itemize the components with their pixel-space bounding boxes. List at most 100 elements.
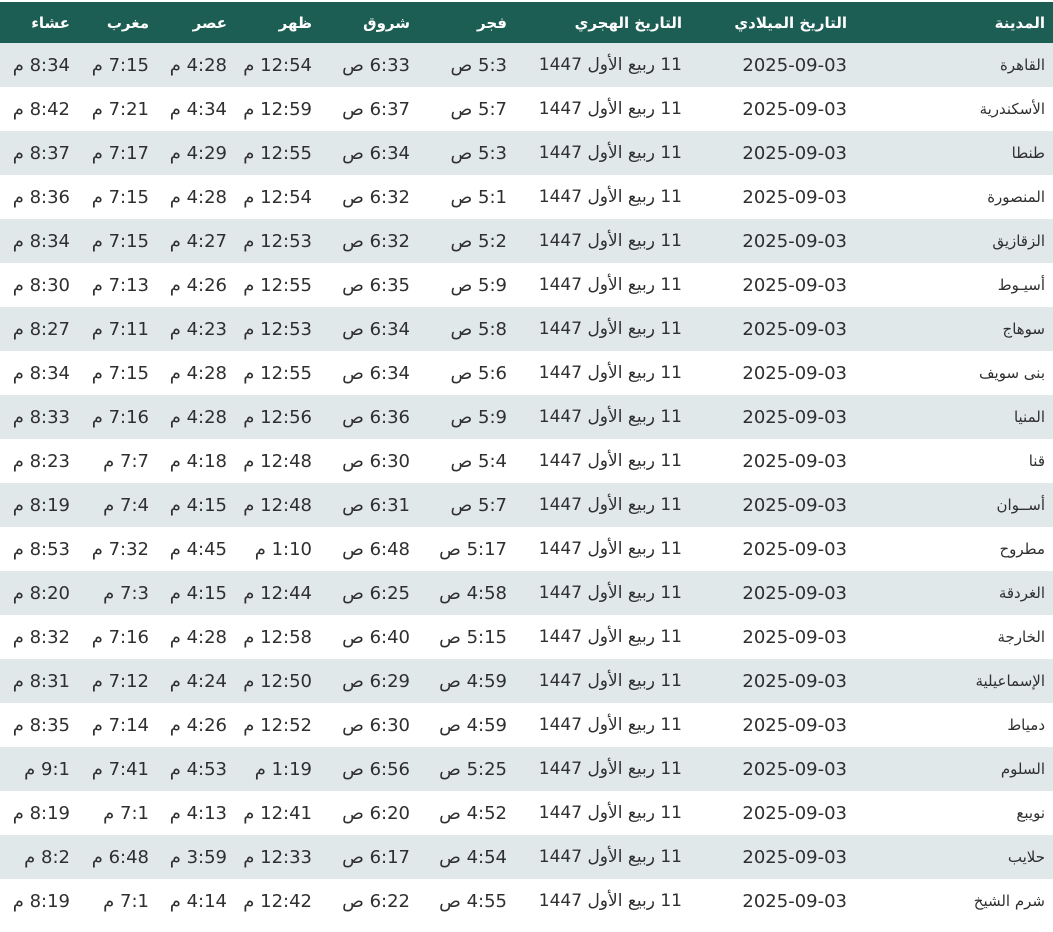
cell-city: مطروح <box>855 527 1053 571</box>
cell-dhuhr: 1:10 م <box>235 527 320 571</box>
cell-shuruq: 6:22 ص <box>320 879 418 923</box>
cell-fajr: 4:59 ص <box>418 659 515 703</box>
cell-asr: 4:15 م <box>157 571 235 615</box>
cell-shuruq: 6:34 ص <box>320 351 418 395</box>
cell-gregorian: 2025-09-03 <box>690 791 855 835</box>
cell-city: الإسماعيلية <box>855 659 1053 703</box>
cell-dhuhr: 12:42 م <box>235 879 320 923</box>
cell-asr: 4:53 م <box>157 747 235 791</box>
cell-isha: 9:1 م <box>0 747 78 791</box>
cell-maghrib: 7:41 م <box>78 747 157 791</box>
cell-city: قنا <box>855 439 1053 483</box>
header-maghrib: مغرب <box>78 2 157 43</box>
cell-isha: 8:35 م <box>0 703 78 747</box>
table-row: الغردقة 2025-09-03 11 ربيع الأول 1447 4:58 … <box>0 571 1053 615</box>
cell-city: المنصورة <box>855 175 1053 219</box>
table-body: القاهرة 2025-09-03 11 ربيع الأول 1447 5:3 ص… <box>0 43 1053 923</box>
cell-shuruq: 6:37 ص <box>320 87 418 131</box>
cell-gregorian: 2025-09-03 <box>690 219 855 263</box>
cell-isha: 8:27 م <box>0 307 78 351</box>
cell-gregorian: 2025-09-03 <box>690 87 855 131</box>
cell-gregorian: 2025-09-03 <box>690 659 855 703</box>
cell-city: أسيـوط <box>855 263 1053 307</box>
cell-city: شرم الشيخ <box>855 879 1053 923</box>
cell-maghrib: 7:7 م <box>78 439 157 483</box>
cell-dhuhr: 12:58 م <box>235 615 320 659</box>
cell-city: الخارجة <box>855 615 1053 659</box>
cell-gregorian: 2025-09-03 <box>690 747 855 791</box>
table-row: الزقازيق 2025-09-03 11 ربيع الأول 1447 5:2 … <box>0 219 1053 263</box>
cell-hijri: 11 ربيع الأول 1447 <box>515 835 690 879</box>
cell-shuruq: 6:35 ص <box>320 263 418 307</box>
cell-shuruq: 6:56 ص <box>320 747 418 791</box>
cell-dhuhr: 12:54 م <box>235 175 320 219</box>
cell-dhuhr: 12:48 م <box>235 483 320 527</box>
cell-gregorian: 2025-09-03 <box>690 571 855 615</box>
cell-fajr: 5:1 ص <box>418 175 515 219</box>
cell-isha: 8:31 م <box>0 659 78 703</box>
cell-shuruq: 6:29 ص <box>320 659 418 703</box>
cell-asr: 4:26 م <box>157 703 235 747</box>
cell-fajr: 5:4 ص <box>418 439 515 483</box>
cell-gregorian: 2025-09-03 <box>690 439 855 483</box>
cell-fajr: 4:52 ص <box>418 791 515 835</box>
cell-hijri: 11 ربيع الأول 1447 <box>515 351 690 395</box>
cell-city: بنى سويف <box>855 351 1053 395</box>
cell-fajr: 5:15 ص <box>418 615 515 659</box>
cell-gregorian: 2025-09-03 <box>690 835 855 879</box>
cell-isha: 8:20 م <box>0 571 78 615</box>
cell-city: السلوم <box>855 747 1053 791</box>
header-gregorian-date: التاريخ الميلادي <box>690 2 855 43</box>
cell-hijri: 11 ربيع الأول 1447 <box>515 703 690 747</box>
table-row: المنصورة 2025-09-03 11 ربيع الأول 1447 5:1 … <box>0 175 1053 219</box>
cell-isha: 8:32 م <box>0 615 78 659</box>
cell-dhuhr: 12:53 م <box>235 307 320 351</box>
cell-asr: 4:45 م <box>157 527 235 571</box>
cell-fajr: 5:2 ص <box>418 219 515 263</box>
cell-asr: 4:28 م <box>157 175 235 219</box>
cell-maghrib: 7:1 م <box>78 791 157 835</box>
cell-hijri: 11 ربيع الأول 1447 <box>515 747 690 791</box>
cell-fajr: 5:7 ص <box>418 87 515 131</box>
cell-hijri: 11 ربيع الأول 1447 <box>515 483 690 527</box>
cell-shuruq: 6:32 ص <box>320 219 418 263</box>
cell-shuruq: 6:25 ص <box>320 571 418 615</box>
cell-city: الأسكندرية <box>855 87 1053 131</box>
cell-gregorian: 2025-09-03 <box>690 263 855 307</box>
cell-shuruq: 6:30 ص <box>320 439 418 483</box>
cell-maghrib: 7:15 م <box>78 351 157 395</box>
cell-asr: 4:26 م <box>157 263 235 307</box>
cell-maghrib: 7:15 م <box>78 175 157 219</box>
cell-fajr: 5:6 ص <box>418 351 515 395</box>
cell-city: القاهرة <box>855 43 1053 87</box>
table-row: الأسكندرية 2025-09-03 11 ربيع الأول 1447 5:… <box>0 87 1053 131</box>
cell-shuruq: 6:32 ص <box>320 175 418 219</box>
header-fajr: فجر <box>418 2 515 43</box>
cell-fajr: 4:54 ص <box>418 835 515 879</box>
cell-hijri: 11 ربيع الأول 1447 <box>515 263 690 307</box>
header-hijri-date: التاريخ الهجري <box>515 2 690 43</box>
cell-gregorian: 2025-09-03 <box>690 175 855 219</box>
table-row: أســوان 2025-09-03 11 ربيع الأول 1447 5:7 ص… <box>0 483 1053 527</box>
cell-dhuhr: 12:33 م <box>235 835 320 879</box>
cell-fajr: 4:59 ص <box>418 703 515 747</box>
cell-dhuhr: 12:41 م <box>235 791 320 835</box>
cell-dhuhr: 12:59 م <box>235 87 320 131</box>
cell-hijri: 11 ربيع الأول 1447 <box>515 527 690 571</box>
cell-city: الزقازيق <box>855 219 1053 263</box>
cell-city: الغردقة <box>855 571 1053 615</box>
cell-gregorian: 2025-09-03 <box>690 131 855 175</box>
cell-maghrib: 7:21 م <box>78 87 157 131</box>
cell-dhuhr: 12:50 م <box>235 659 320 703</box>
cell-asr: 4:27 م <box>157 219 235 263</box>
cell-maghrib: 7:32 م <box>78 527 157 571</box>
cell-city: دمياط <box>855 703 1053 747</box>
cell-asr: 4:28 م <box>157 351 235 395</box>
cell-city: المنيا <box>855 395 1053 439</box>
cell-city: حلايب <box>855 835 1053 879</box>
cell-hijri: 11 ربيع الأول 1447 <box>515 615 690 659</box>
cell-maghrib: 7:1 م <box>78 879 157 923</box>
